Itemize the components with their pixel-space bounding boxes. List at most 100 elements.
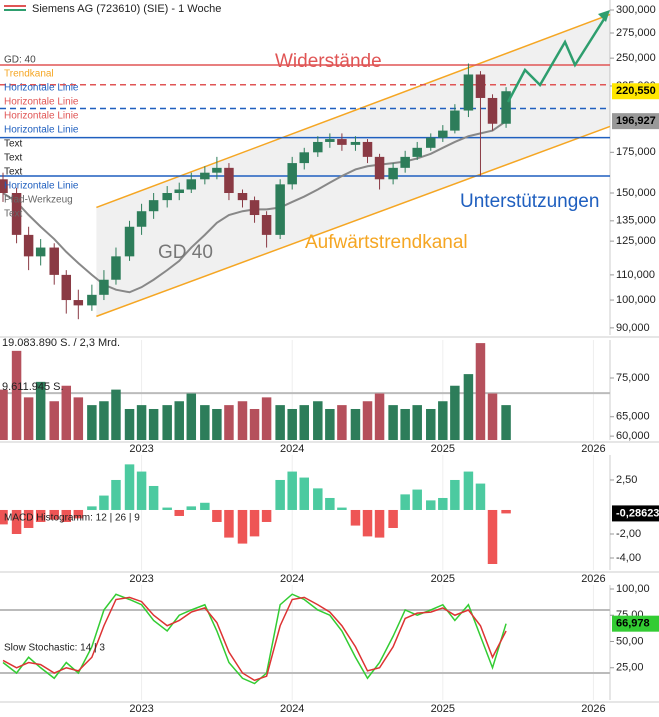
candle-body (162, 193, 172, 201)
candle-body (249, 200, 260, 216)
candle-body (475, 74, 486, 98)
y-tick-label: 275,000 (616, 27, 656, 39)
bar (186, 393, 197, 440)
x-tick-label: 2024 (280, 573, 304, 585)
bar (212, 509, 222, 522)
legend-item: Text (4, 139, 23, 150)
bar (412, 489, 422, 510)
bar (501, 509, 511, 514)
bar (388, 405, 398, 440)
candle-body (224, 167, 234, 194)
legend-item: Horizontale Linie (4, 83, 79, 94)
bar (200, 405, 210, 440)
channel-lower (96, 125, 611, 318)
y-tick-label: -2,00 (616, 528, 641, 540)
y-tick-label: -4,00 (616, 552, 641, 564)
legend-item: Horizontale Linie (4, 181, 79, 192)
bar (487, 393, 498, 440)
candle-body (463, 74, 474, 111)
bar (325, 497, 335, 510)
panel-title: MACD Histogramm: 12 | 26 | 9 (4, 513, 140, 524)
candle-body (325, 139, 335, 142)
value-label: -0,28623 (616, 507, 659, 519)
candle-body (49, 247, 59, 275)
value-label: 66,978 (616, 618, 650, 630)
candle-body (362, 141, 373, 157)
bar (73, 397, 84, 440)
bar (111, 389, 121, 440)
bar (426, 408, 436, 440)
bar (374, 509, 385, 538)
bar (362, 401, 373, 440)
bar (412, 405, 422, 440)
x-tick-label: 2026 (581, 703, 605, 715)
bar (35, 381, 46, 440)
bar (475, 343, 486, 440)
legend-item: Horizontale Linie (4, 125, 79, 136)
bar (11, 350, 22, 440)
candle-body (261, 215, 272, 235)
candle-body (374, 156, 385, 180)
bar (261, 509, 272, 522)
annotation: Aufwärtstrendkanal (305, 232, 468, 253)
bar (249, 509, 260, 537)
chart-title: Siemens AG (723610) (SIE) - 1 Woche (32, 3, 221, 15)
y-tick-label: 65,000 (616, 411, 650, 423)
legend-item: Horizontale Linie (4, 111, 79, 122)
candle-body (35, 247, 46, 257)
annotation: Widerstände (275, 51, 382, 72)
candle-body (287, 163, 297, 185)
bar (212, 408, 222, 440)
y-tick-label: 150,000 (616, 187, 656, 199)
bar (237, 509, 248, 544)
bar (350, 408, 361, 440)
y-tick-label: 25,00 (616, 662, 644, 674)
bar (337, 405, 347, 440)
bar (23, 509, 34, 528)
x-tick-label: 2025 (431, 443, 455, 455)
legend-item: Text (4, 167, 23, 178)
bar (388, 509, 398, 528)
bar (313, 401, 323, 440)
candle-body (388, 167, 398, 180)
bar (49, 401, 59, 440)
legend-item: Text (4, 153, 23, 164)
annotation: Unterstützungen (460, 191, 599, 212)
bar (487, 509, 498, 564)
bar (426, 500, 436, 510)
bar (174, 401, 184, 440)
bar (35, 509, 46, 522)
bar (186, 506, 197, 510)
legend-item: Trendkanal (4, 69, 54, 80)
y-tick-label: 250,000 (616, 52, 656, 64)
annotation: 19.083.890 S. / 2,3 Mrd. (2, 337, 120, 349)
y-tick-label: 175,000 (616, 146, 656, 158)
bar (325, 408, 335, 440)
bar (61, 385, 72, 440)
y-tick-label: 100,000 (616, 294, 656, 306)
bar (0, 509, 8, 525)
x-tick-label: 2023 (129, 703, 153, 715)
bar (374, 393, 385, 440)
candle-body (186, 179, 197, 190)
bar (350, 509, 361, 526)
candle-body (174, 189, 184, 194)
bar (450, 479, 460, 510)
bar (275, 479, 285, 510)
bar (475, 483, 486, 510)
x-tick-label: 2026 (581, 573, 605, 585)
bar (400, 494, 410, 510)
bar (299, 477, 309, 510)
bar (237, 401, 248, 440)
candle-body (450, 110, 460, 131)
x-tick-label: 2023 (129, 443, 153, 455)
candle-body (313, 141, 323, 153)
candle-body (136, 211, 147, 227)
bar (174, 509, 184, 516)
bar (463, 374, 474, 440)
candle-body (200, 172, 210, 180)
candle-body (73, 300, 84, 306)
panel-title: Slow Stochastic: 14 | 3 (4, 643, 105, 654)
